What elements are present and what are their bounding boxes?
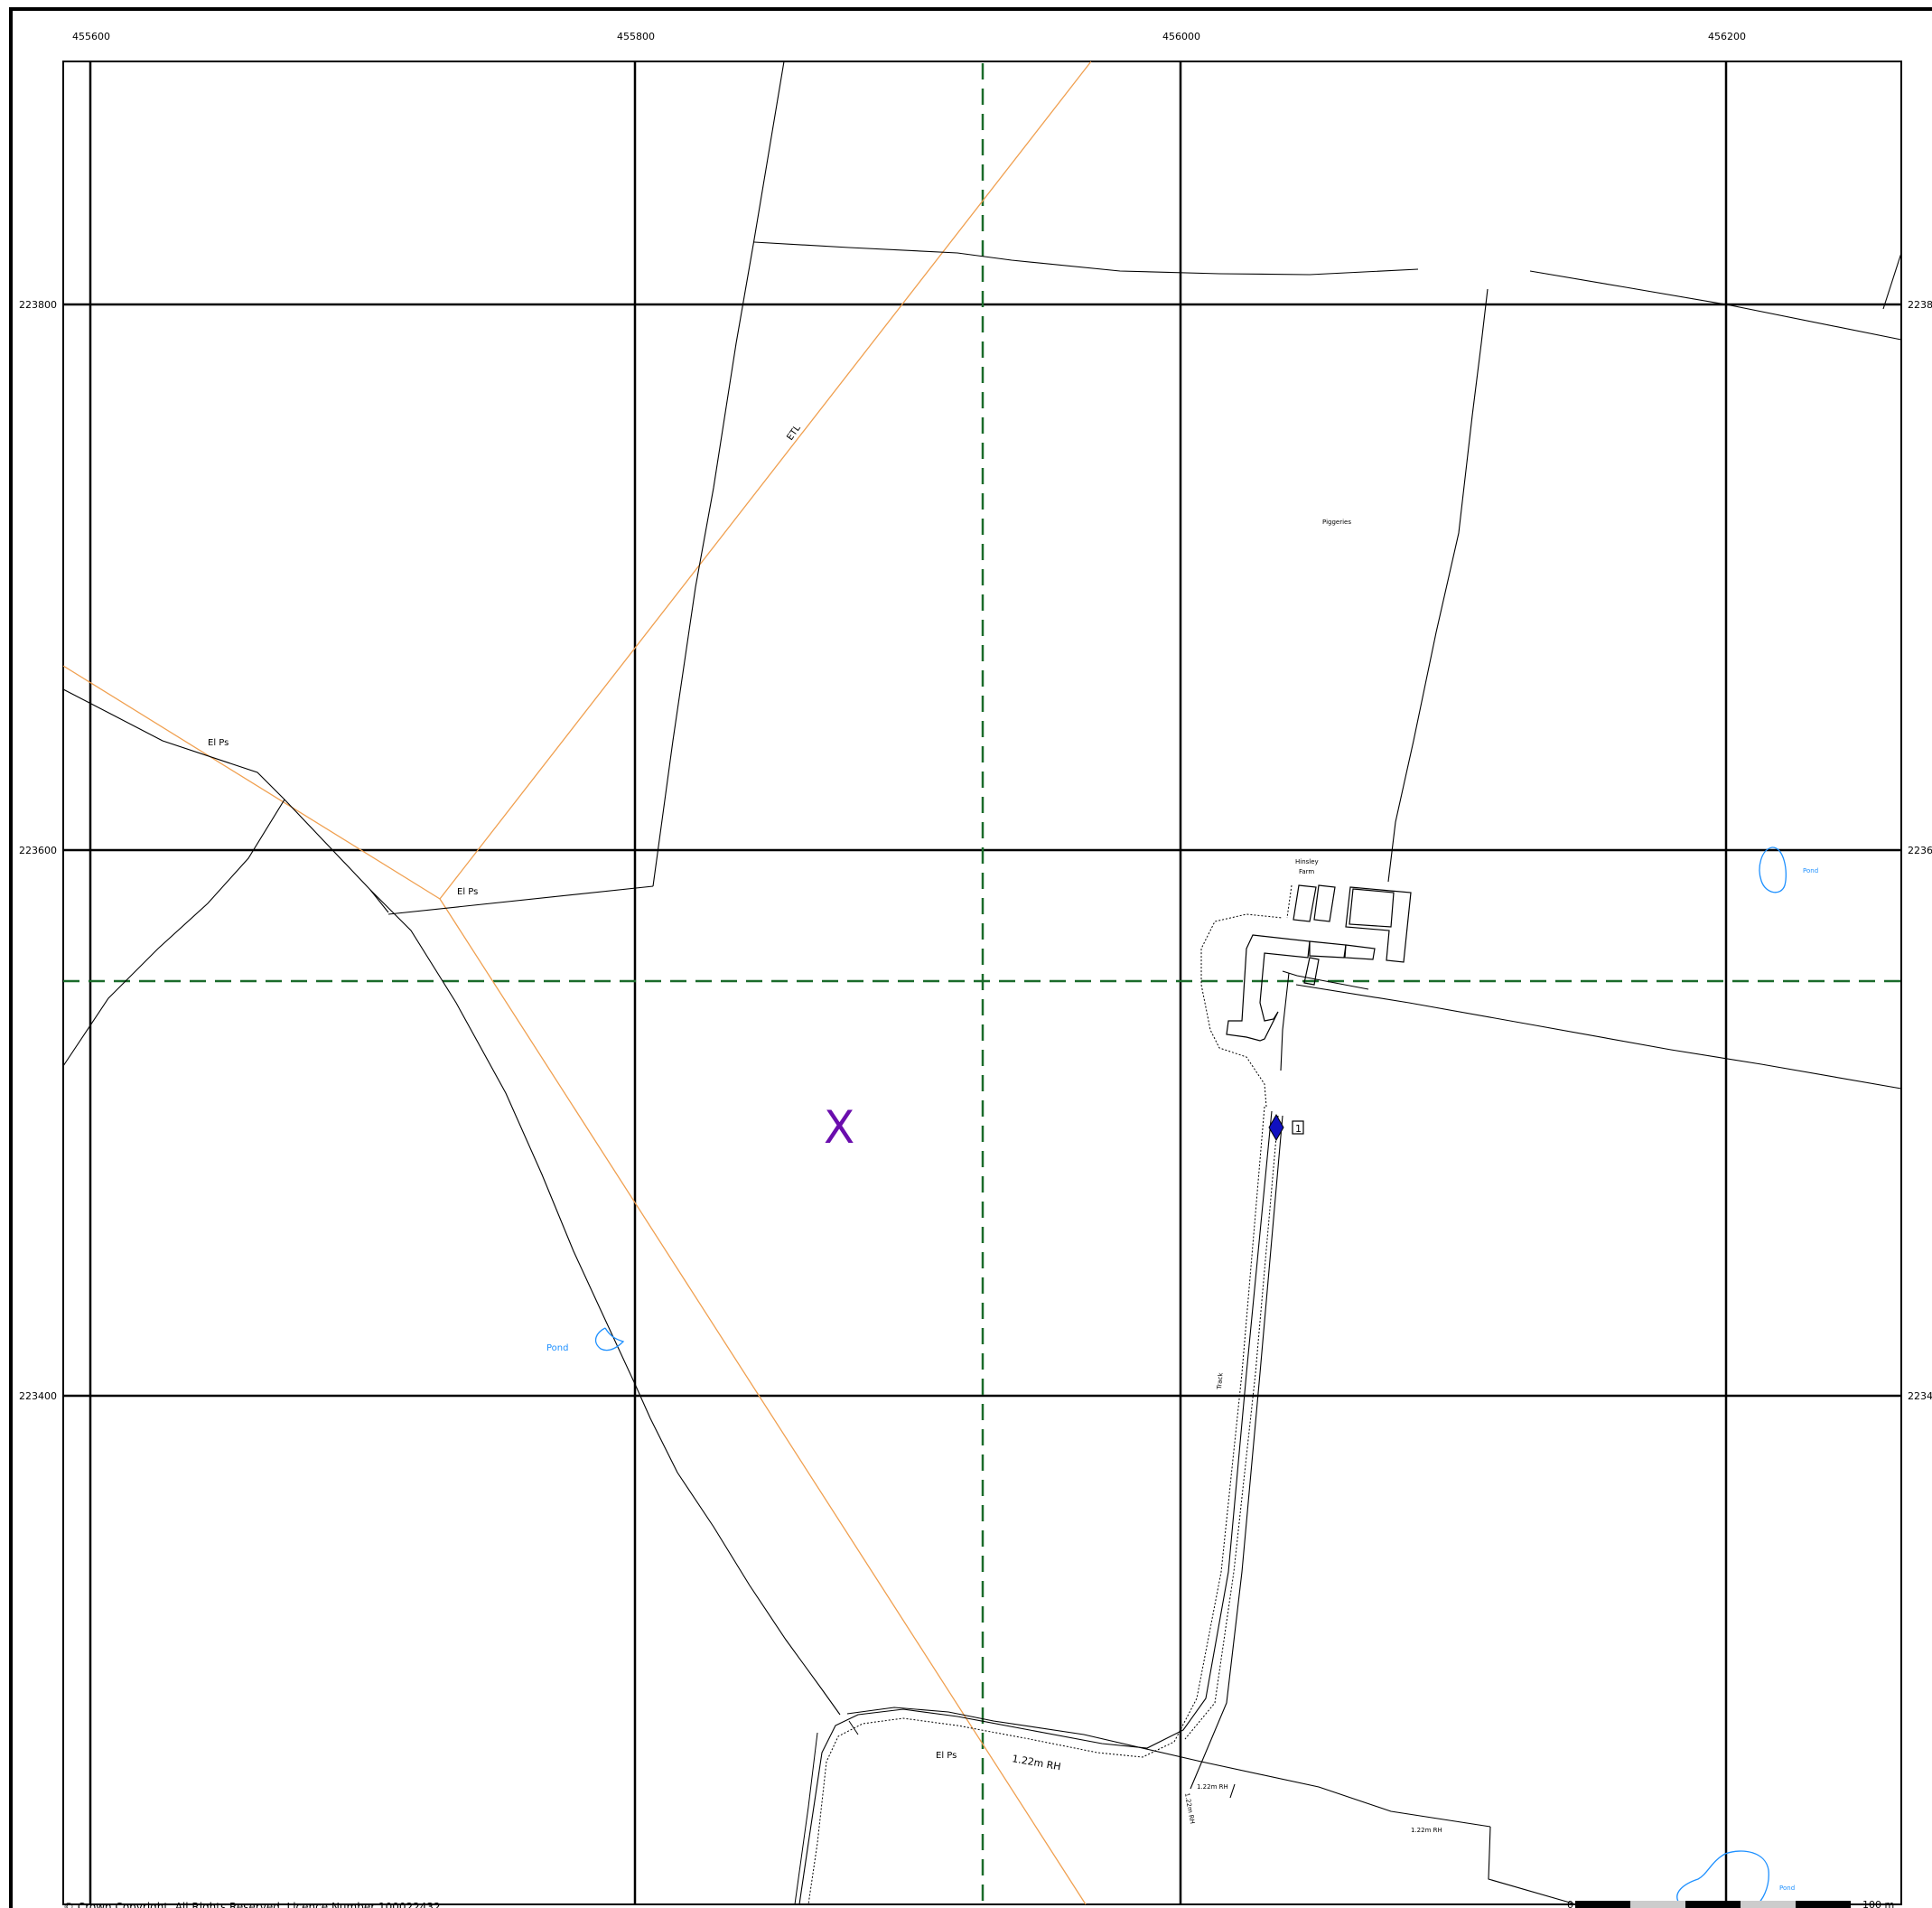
label-rh-main: 1.22m RH <box>1011 1753 1061 1772</box>
boundary-piggeries <box>1387 288 1489 883</box>
farm-track <box>794 1110 1283 1905</box>
boundary-farm-link <box>1282 970 1369 990</box>
track-dotted-1 <box>807 1106 1265 1905</box>
label-elps-b: El Ps <box>457 887 478 897</box>
boundary-southern-field <box>846 1707 1491 1828</box>
label-track: Track <box>1216 1371 1225 1390</box>
northing-label-right-2: 2236 <box>1908 845 1932 856</box>
building-barn <box>1345 886 1412 963</box>
label-piggeries: Piggeries <box>1322 519 1351 526</box>
pond-ne-outline <box>1759 846 1787 893</box>
boundary-west-mid <box>387 885 654 915</box>
northing-label-left-1: 223800 <box>19 299 57 311</box>
easting-label-2: 455800 <box>617 31 655 42</box>
label-etl: ETL <box>785 423 803 442</box>
boundary-top-track <box>753 241 1419 276</box>
pond-se-outline <box>1676 1850 1769 1905</box>
scale-end-label: 100 m <box>1862 1899 1894 1908</box>
northing-label-left-2: 223600 <box>19 845 57 856</box>
boundary-corner-right <box>1882 252 1902 310</box>
boundary-farm-east <box>1295 984 1902 1090</box>
site-marker-x[interactable]: X <box>824 1101 854 1154</box>
label-rh-small-1: 1.22m RH <box>1183 1792 1196 1825</box>
label-pond-right: Pond <box>1803 867 1818 874</box>
scale-seg-1 <box>1575 1901 1630 1908</box>
label-farm-name-2: Farm <box>1299 868 1314 875</box>
scale-bar: 0 100 m <box>1567 1899 1894 1908</box>
boundary-tick-1 <box>1229 1783 1236 1799</box>
ponds <box>594 846 1787 1905</box>
northing-label-right-3: 2234 <box>1908 1390 1932 1402</box>
copyright-notice: © Crown Copyright. All Rights Reserved. … <box>63 1901 441 1908</box>
grid-lines <box>63 61 1901 1904</box>
easting-label-1: 455600 <box>72 31 110 42</box>
boundary-north-south <box>652 61 785 887</box>
site-crosshair <box>63 63 1901 1904</box>
scale-seg-4 <box>1741 1901 1796 1908</box>
pond-west-outline <box>594 1327 625 1352</box>
label-pond-bottom: Pond <box>1779 1885 1795 1892</box>
track-stub <box>794 1732 818 1905</box>
map-area-border <box>62 61 1902 1905</box>
label-rh-small-3: 1.22m RH <box>1411 1827 1442 1834</box>
boundary-west-lower <box>62 799 285 1067</box>
boundary-stream <box>369 889 841 1716</box>
farm-buildings <box>1226 884 1412 1042</box>
building-annex-2 <box>1344 944 1376 960</box>
building-barn-inner <box>1349 888 1395 928</box>
label-pond-left: Pond <box>546 1343 568 1353</box>
boundary-top-right <box>1529 270 1902 341</box>
farm-yard-dotted <box>1200 913 1283 1108</box>
label-elps-c: El Ps <box>936 1751 957 1761</box>
building-annex <box>1309 940 1347 959</box>
scale-start-label: 0 <box>1567 1899 1573 1908</box>
point-marker-label-box <box>1292 1120 1304 1135</box>
easting-label-3: 456000 <box>1162 31 1200 42</box>
point-marker-diamond[interactable] <box>1268 1113 1284 1142</box>
etl-line-s <box>439 898 1087 1905</box>
track-dotted-2 <box>1184 1115 1279 1740</box>
boundary-farm-south <box>1280 972 1290 1071</box>
scale-seg-2 <box>1630 1901 1685 1908</box>
building-farmhouse <box>1226 934 1311 1042</box>
boundary-southern-corner <box>1488 1826 1577 1905</box>
etl-line-w <box>62 665 441 900</box>
farm-yard-dotted-2 <box>1286 884 1293 919</box>
boundary-west-upper <box>62 688 389 913</box>
easting-label-4: 456200 <box>1708 31 1746 42</box>
etl-line-ne <box>439 61 1092 900</box>
building-small-1 <box>1293 884 1317 922</box>
building-annex-3 <box>1303 957 1320 986</box>
northing-label-left-3: 223400 <box>19 1390 57 1402</box>
track-edge-west <box>798 1110 1273 1905</box>
map-border <box>9 7 1932 1908</box>
farm-track-dotted <box>807 884 1293 1905</box>
label-farm-name-1: Hinsley <box>1295 858 1319 865</box>
scale-seg-3 <box>1685 1901 1741 1908</box>
northing-label-right-1: 2238 <box>1908 299 1932 311</box>
label-elps-a: El Ps <box>208 738 229 748</box>
field-boundaries <box>62 61 1902 1905</box>
track-edge-east <box>1190 1115 1283 1790</box>
electric-lines <box>62 61 1092 1905</box>
point-marker-label: 1 <box>1295 1123 1302 1135</box>
track-stub-2 <box>848 1720 859 1735</box>
scale-seg-5 <box>1796 1901 1851 1908</box>
label-rh-small-2: 1.22m RH <box>1197 1783 1228 1791</box>
building-small-2 <box>1313 884 1336 922</box>
